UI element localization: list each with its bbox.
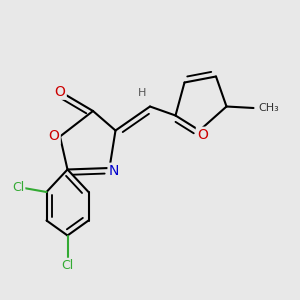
Text: H: H bbox=[138, 88, 147, 98]
Text: O: O bbox=[197, 128, 208, 142]
Text: Cl: Cl bbox=[61, 259, 74, 272]
Text: N: N bbox=[109, 164, 119, 178]
Text: O: O bbox=[49, 130, 59, 143]
Text: CH₃: CH₃ bbox=[258, 103, 279, 113]
Text: Cl: Cl bbox=[12, 181, 24, 194]
Text: O: O bbox=[55, 85, 65, 98]
